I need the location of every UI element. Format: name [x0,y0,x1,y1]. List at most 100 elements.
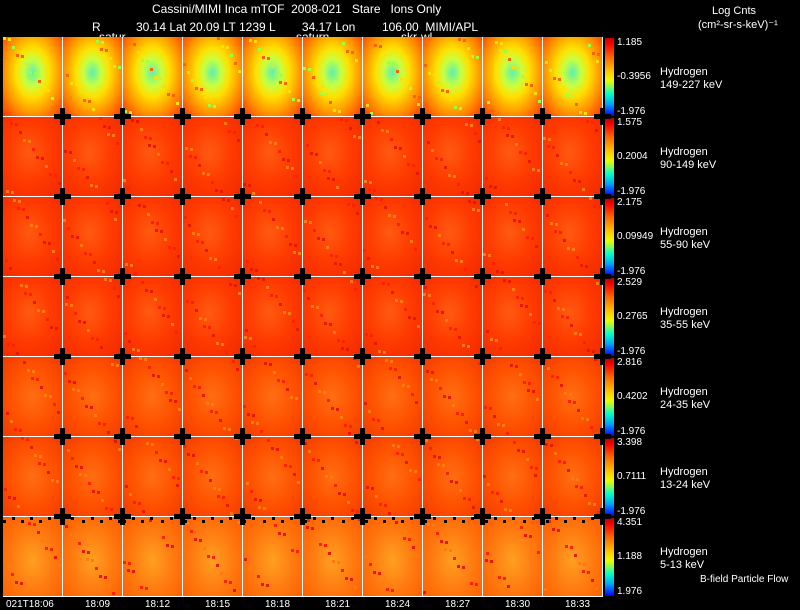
image-cell [3,197,63,277]
pixel-noise [286,388,289,391]
pixel-noise [396,452,399,455]
pixel-noise [562,86,565,89]
pixel-noise [369,181,372,184]
pixel-noise [357,365,360,368]
pixel-noise [458,38,461,41]
pixel-noise [217,495,220,498]
colorbar [605,118,614,196]
pixel-noise [328,170,331,173]
pixel-noise [490,338,493,341]
pixel-noise [337,339,340,342]
pixel-noise [329,323,332,326]
pixel-noise [584,112,587,115]
pixel-noise [134,272,137,275]
pixel-noise [23,361,26,364]
pixel-noise [502,126,505,129]
pixel-noise [235,215,238,218]
pixel-noise [434,226,437,229]
pixel-noise [561,315,564,318]
pixel-noise [65,525,68,528]
missing-pixel [494,517,497,520]
pixel-noise [177,477,180,480]
pixel-noise [382,580,385,583]
pixel-noise [276,448,279,451]
energy-label: Hydrogen 149-227 keV [660,66,722,92]
pixel-noise [17,207,20,210]
pixel-noise [370,112,373,115]
pixel-noise [5,259,8,262]
pixel-noise [355,441,358,444]
missing-pixel [193,517,196,520]
pixel-noise [84,252,87,255]
image-cell [183,117,243,197]
pixel-noise [283,311,286,314]
image-cell [3,517,63,597]
pixel-noise [502,424,505,427]
pixel-noise [342,42,345,45]
missing-pixel [365,520,368,523]
pixel-noise [123,179,126,182]
pixel-noise [285,235,288,238]
pixel-noise [220,572,223,575]
pixel-noise [290,396,293,399]
pixel-noise [27,369,30,372]
energy-label: Hydrogen 13-24 keV [660,466,710,492]
pixel-noise [459,107,462,110]
missing-pixel [564,520,567,523]
pixel-noise [202,172,205,175]
missing-pixel [39,520,42,523]
missing-pixel [462,520,465,523]
time-tick-label: 18:30 [505,599,531,610]
pixel-noise [147,213,150,216]
pixel-noise [81,397,84,400]
pixel-noise [506,432,509,435]
pixel-noise [222,198,225,201]
pixel-noise [309,221,312,224]
pixel-noise [364,402,367,405]
pixel-noise [570,546,573,549]
image-cell [423,437,483,517]
pixel-noise [148,366,151,369]
pixel-noise [208,326,211,329]
pixel-noise [3,37,6,40]
pixel-noise [125,485,128,488]
pixel-noise [237,521,240,524]
pixel-noise [19,131,22,134]
pixel-noise [442,242,445,245]
missing-pixel [444,520,447,523]
pixel-noise [114,218,117,221]
pixel-noise [125,263,128,266]
pixel-noise [586,120,589,123]
pixel-noise [4,488,7,491]
pixel-noise [520,304,523,307]
pixel-noise [431,371,434,374]
pixel-noise [425,439,428,442]
crosshair-marker [414,268,431,285]
pixel-noise [215,411,218,414]
pixel-noise [592,52,595,55]
pixel-noise [245,329,248,332]
pixel-noise [471,277,474,280]
pixel-noise [189,377,192,380]
pixel-noise [291,549,294,552]
pixel-noise [257,575,260,578]
pixel-noise [107,431,110,434]
pixel-noise [315,153,318,156]
pixel-noise [332,560,335,563]
pixel-noise [596,282,599,285]
bfield-label: B-field Particle Flow [700,574,789,585]
image-cell [483,437,543,517]
pixel-noise [503,577,506,580]
pixel-noise [164,460,167,463]
pixel-noise [214,258,217,261]
pixel-noise [271,65,274,68]
plot-title: Cassini/MIMI Inca mTOF 2008-021 Stare Io… [152,2,442,16]
pixel-noise [401,231,404,234]
pixel-noise [177,255,180,258]
pixel-noise [229,283,232,286]
pixel-noise [432,524,435,527]
pixel-noise [530,84,533,87]
colorbar-max: 2.175 [617,197,643,208]
species-label: Hydrogen [660,226,708,238]
pixel-noise [251,421,254,424]
